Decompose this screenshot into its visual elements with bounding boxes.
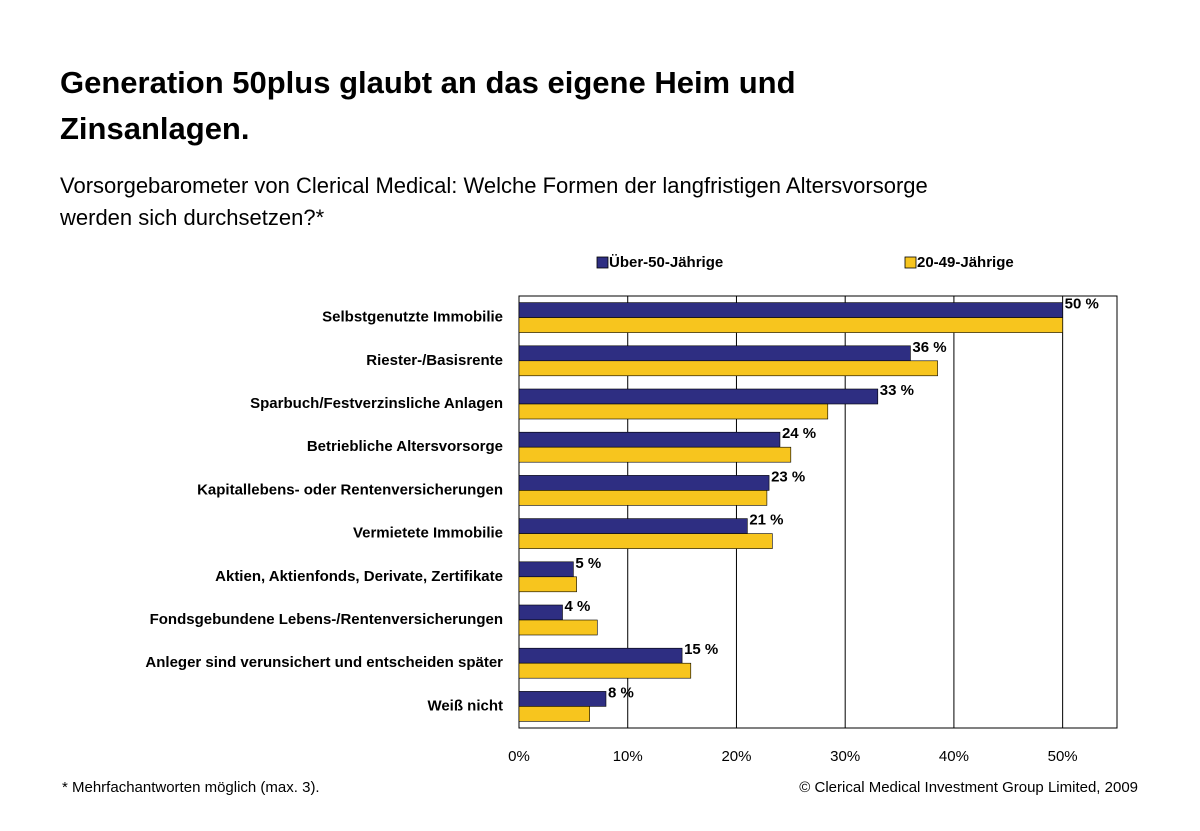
y-tick-label: Betriebliche Altersvorsorge [307,438,503,455]
y-tick-label: Weiß nicht [427,697,503,714]
bar [518,360,938,377]
x-tick-label: 20% [721,748,751,765]
value-label: 21 % [749,512,783,529]
bar [518,475,770,491]
value-label: 15 % [684,641,718,658]
bar [518,302,1063,318]
y-tick-label: Sparbuch/Festverzinsliche Anlagen [250,395,503,412]
value-label: 8 % [608,684,634,701]
chart-title: Generation 50plus glaubt an das eigene H… [60,65,796,146]
legend-label: Über-50-Jährige [609,254,723,271]
x-tick-label: 0% [508,748,530,765]
value-label: 23 % [771,468,805,485]
legend-swatch [904,256,917,269]
bar [518,446,792,463]
x-tick-label: 30% [830,748,860,765]
bar [518,662,692,679]
legend-label: 20-49-Jährige [917,254,1014,271]
bar [518,576,577,593]
y-tick-label: Riester-/Basisrente [366,352,503,369]
bar [518,345,911,362]
chart-subtitle: Vorsorgebarometer von Clerical Medical: … [60,173,928,230]
value-label: 24 % [782,425,816,442]
bar [518,403,829,420]
y-tick-label: Vermietete Immobilie [353,525,503,542]
y-tick-label: Anleger sind verunsichert und entscheide… [145,654,503,671]
y-tick-label: Aktien, Aktienfonds, Derivate, Zertifika… [215,568,503,585]
x-tick-label: 50% [1048,748,1078,765]
bar [518,619,598,636]
footnote: * Mehrfachantworten möglich (max. 3). [62,779,320,796]
bar [518,604,563,621]
bar [518,518,748,534]
bar [518,490,768,506]
value-label: 5 % [575,555,601,572]
bar [518,647,683,664]
bar [518,706,590,722]
bar [518,431,781,448]
bar [518,691,607,707]
y-tick-label: Selbstgenutzte Immobilie [322,309,503,326]
bar [518,388,879,405]
x-tick-label: 10% [613,748,643,765]
value-label: 50 % [1065,296,1099,313]
x-tick-label: 40% [939,748,969,765]
copyright: © Clerical Medical Investment Group Limi… [799,779,1138,796]
value-label: 36 % [912,339,946,356]
value-label: 4 % [564,598,590,615]
y-tick-label: Kapitallebens- oder Rentenversicherungen [197,481,503,498]
bar [518,317,1063,333]
y-tick-label: Fondsgebundene Lebens-/Rentenversicherun… [150,611,503,628]
legend-swatch [596,256,609,269]
bar [518,561,574,578]
bar [518,533,773,549]
value-label: 33 % [880,382,914,399]
